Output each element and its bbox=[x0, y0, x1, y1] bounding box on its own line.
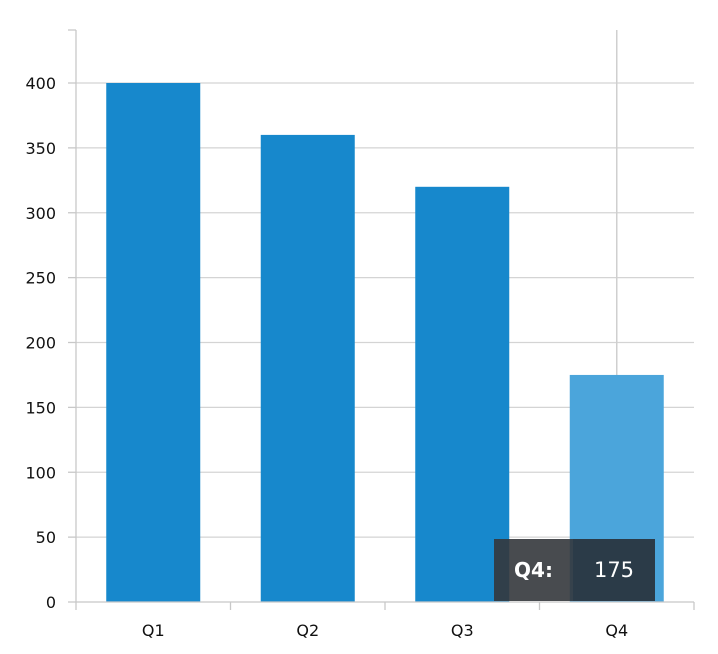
y-tick-label-400: 400 bbox=[25, 74, 56, 93]
y-tick-label-200: 200 bbox=[25, 334, 56, 353]
y-axis-labels: 0 50 100 150 200 250 300 350 400 bbox=[25, 74, 56, 612]
x-tick-label-q1: Q1 bbox=[142, 621, 165, 640]
bar-q2[interactable] bbox=[260, 134, 355, 602]
y-tick-label-350: 350 bbox=[25, 139, 56, 158]
y-tick-label-100: 100 bbox=[25, 463, 56, 482]
x-tick-label-q4: Q4 bbox=[605, 621, 628, 640]
y-tick-label-300: 300 bbox=[25, 204, 56, 223]
y-tick-label-150: 150 bbox=[25, 398, 56, 417]
y-tick-label-50: 50 bbox=[36, 528, 56, 547]
tooltip-value: 175 bbox=[573, 539, 655, 601]
bar-q3[interactable] bbox=[415, 186, 510, 603]
bar-q1[interactable] bbox=[106, 83, 201, 602]
tooltip: Q4: 175 bbox=[494, 539, 655, 601]
tooltip-label: Q4: bbox=[494, 539, 573, 601]
y-tick-label-0: 0 bbox=[46, 593, 56, 612]
x-axis-labels: Q1 Q2 Q3 Q4 bbox=[142, 621, 628, 640]
x-tick-label-q2: Q2 bbox=[296, 621, 319, 640]
bars bbox=[106, 83, 664, 603]
axes bbox=[68, 29, 695, 610]
y-tick-label-250: 250 bbox=[25, 269, 56, 288]
x-tick-label-q3: Q3 bbox=[451, 621, 474, 640]
